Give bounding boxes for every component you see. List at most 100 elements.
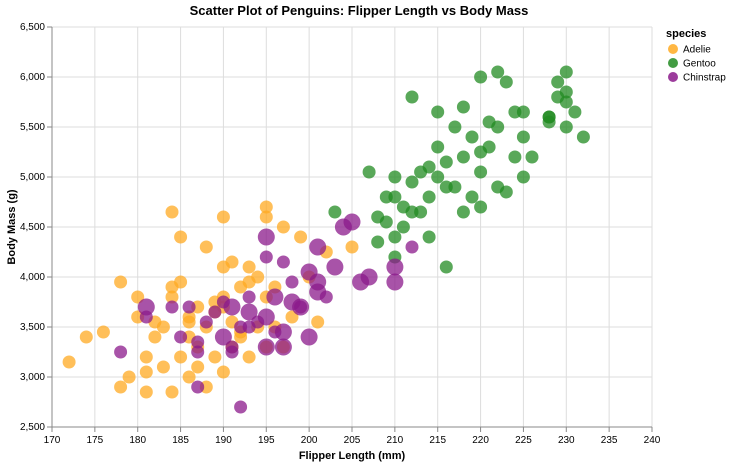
point-gentoo bbox=[388, 190, 402, 204]
point-adelie bbox=[174, 275, 188, 289]
point-gentoo bbox=[516, 105, 530, 119]
point-adelie bbox=[285, 310, 299, 324]
point-chinstrap bbox=[309, 273, 327, 291]
point-adelie bbox=[139, 365, 153, 379]
point-adelie bbox=[216, 365, 230, 379]
y-tick-label: 3,000 bbox=[20, 372, 45, 383]
y-axis-title: Body Mass (g) bbox=[6, 189, 18, 265]
point-chinstrap bbox=[405, 240, 419, 254]
point-adelie bbox=[242, 350, 256, 364]
point-chinstrap bbox=[257, 228, 275, 246]
point-gentoo bbox=[328, 205, 342, 219]
point-chinstrap bbox=[214, 328, 232, 346]
x-axis-title: Flipper Length (mm) bbox=[299, 450, 406, 462]
y-tick-label: 6,500 bbox=[20, 22, 45, 33]
x-tick-label: 195 bbox=[258, 435, 275, 446]
point-adelie bbox=[131, 290, 145, 304]
point-gentoo bbox=[396, 220, 410, 234]
point-gentoo bbox=[456, 150, 470, 164]
y-tick-label: 4,000 bbox=[20, 272, 45, 283]
point-gentoo bbox=[388, 170, 402, 184]
x-tick-label: 230 bbox=[558, 435, 575, 446]
point-gentoo bbox=[379, 215, 393, 229]
point-adelie bbox=[114, 275, 128, 289]
point-chinstrap bbox=[208, 305, 222, 319]
point-gentoo bbox=[525, 150, 539, 164]
point-chinstrap bbox=[334, 218, 352, 236]
point-adelie bbox=[242, 260, 256, 274]
legend-label-chinstrap: Chinstrap bbox=[683, 73, 726, 84]
point-gentoo bbox=[439, 155, 453, 169]
point-adelie bbox=[114, 380, 128, 394]
point-chinstrap bbox=[257, 338, 275, 356]
point-gentoo bbox=[474, 70, 488, 84]
point-gentoo bbox=[456, 100, 470, 114]
point-gentoo bbox=[405, 90, 419, 104]
point-gentoo bbox=[542, 110, 556, 124]
point-adelie bbox=[139, 385, 153, 399]
point-gentoo bbox=[576, 130, 590, 144]
point-adelie bbox=[122, 370, 136, 384]
point-gentoo bbox=[431, 105, 445, 119]
point-chinstrap bbox=[276, 255, 290, 269]
point-adelie bbox=[199, 240, 213, 254]
point-gentoo bbox=[474, 165, 488, 179]
point-chinstrap bbox=[191, 345, 205, 359]
point-gentoo bbox=[388, 230, 402, 244]
x-tick-label: 235 bbox=[601, 435, 618, 446]
x-tick-label: 205 bbox=[344, 435, 361, 446]
point-chinstrap bbox=[257, 308, 275, 326]
point-gentoo bbox=[559, 95, 573, 109]
point-chinstrap bbox=[174, 330, 188, 344]
point-gentoo bbox=[456, 205, 470, 219]
x-tick-label: 240 bbox=[644, 435, 661, 446]
point-gentoo bbox=[474, 200, 488, 214]
x-tick-label: 210 bbox=[387, 435, 404, 446]
x-tick-label: 175 bbox=[87, 435, 104, 446]
point-chinstrap bbox=[191, 335, 205, 349]
legend: species Adelie Gentoo Chinstrap bbox=[666, 28, 726, 84]
point-adelie bbox=[259, 200, 273, 214]
chart-title: Scatter Plot of Penguins: Flipper Length… bbox=[190, 3, 529, 18]
point-chinstrap bbox=[259, 250, 273, 264]
x-tick-label: 220 bbox=[472, 435, 489, 446]
point-chinstrap bbox=[386, 273, 404, 291]
point-gentoo bbox=[371, 235, 385, 249]
point-adelie bbox=[174, 350, 188, 364]
point-adelie bbox=[96, 325, 110, 339]
point-adelie bbox=[191, 360, 205, 374]
point-gentoo bbox=[551, 75, 565, 89]
point-chinstrap bbox=[274, 323, 292, 341]
point-gentoo bbox=[439, 260, 453, 274]
point-chinstrap bbox=[242, 320, 256, 334]
point-adelie bbox=[208, 350, 222, 364]
point-chinstrap bbox=[292, 298, 310, 316]
legend-label-gentoo: Gentoo bbox=[683, 59, 716, 70]
point-gentoo bbox=[362, 165, 376, 179]
legend-swatch-adelie bbox=[668, 44, 678, 54]
point-chinstrap bbox=[300, 328, 318, 346]
point-chinstrap bbox=[242, 290, 256, 304]
point-gentoo bbox=[499, 185, 513, 199]
legend-swatch-gentoo bbox=[668, 58, 678, 68]
point-chinstrap bbox=[234, 400, 248, 414]
point-adelie bbox=[165, 385, 179, 399]
point-gentoo bbox=[491, 120, 505, 134]
point-gentoo bbox=[516, 170, 530, 184]
point-chinstrap bbox=[285, 275, 299, 289]
point-adelie bbox=[165, 205, 179, 219]
point-adelie bbox=[242, 275, 256, 289]
point-gentoo bbox=[405, 175, 419, 189]
point-adelie bbox=[165, 290, 179, 304]
point-adelie bbox=[156, 360, 170, 374]
legend-title: species bbox=[666, 28, 706, 40]
x-tick-label: 180 bbox=[129, 435, 146, 446]
point-adelie bbox=[156, 320, 170, 334]
point-chinstrap bbox=[225, 345, 239, 359]
x-tick-label: 185 bbox=[172, 435, 189, 446]
x-tick-label: 190 bbox=[215, 435, 232, 446]
point-chinstrap bbox=[139, 310, 153, 324]
point-gentoo bbox=[414, 205, 428, 219]
point-adelie bbox=[276, 220, 290, 234]
